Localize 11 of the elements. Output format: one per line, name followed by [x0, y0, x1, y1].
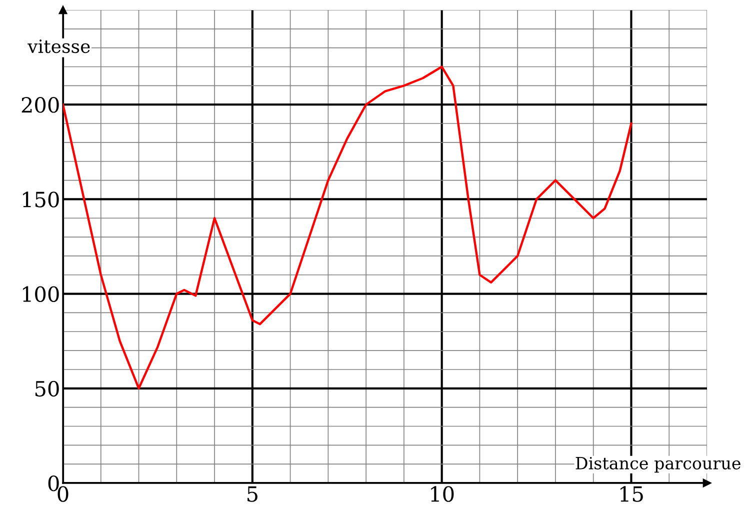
x-tick-label: 5: [248, 486, 258, 502]
x-tick-label: 10: [431, 486, 454, 502]
line-series: [63, 66, 632, 390]
x-axis-title: Distance parcourue: [576, 456, 740, 473]
y-tick-label: 150: [23, 192, 59, 208]
x-tick-label: 15: [620, 486, 643, 502]
y-tick-label: 0: [48, 475, 59, 492]
y-tick-label: 50: [35, 380, 59, 397]
y-tick-label: 200: [22, 97, 59, 113]
y-axis-title: vitesse: [28, 40, 90, 54]
y-tick-label: 100: [23, 286, 59, 302]
